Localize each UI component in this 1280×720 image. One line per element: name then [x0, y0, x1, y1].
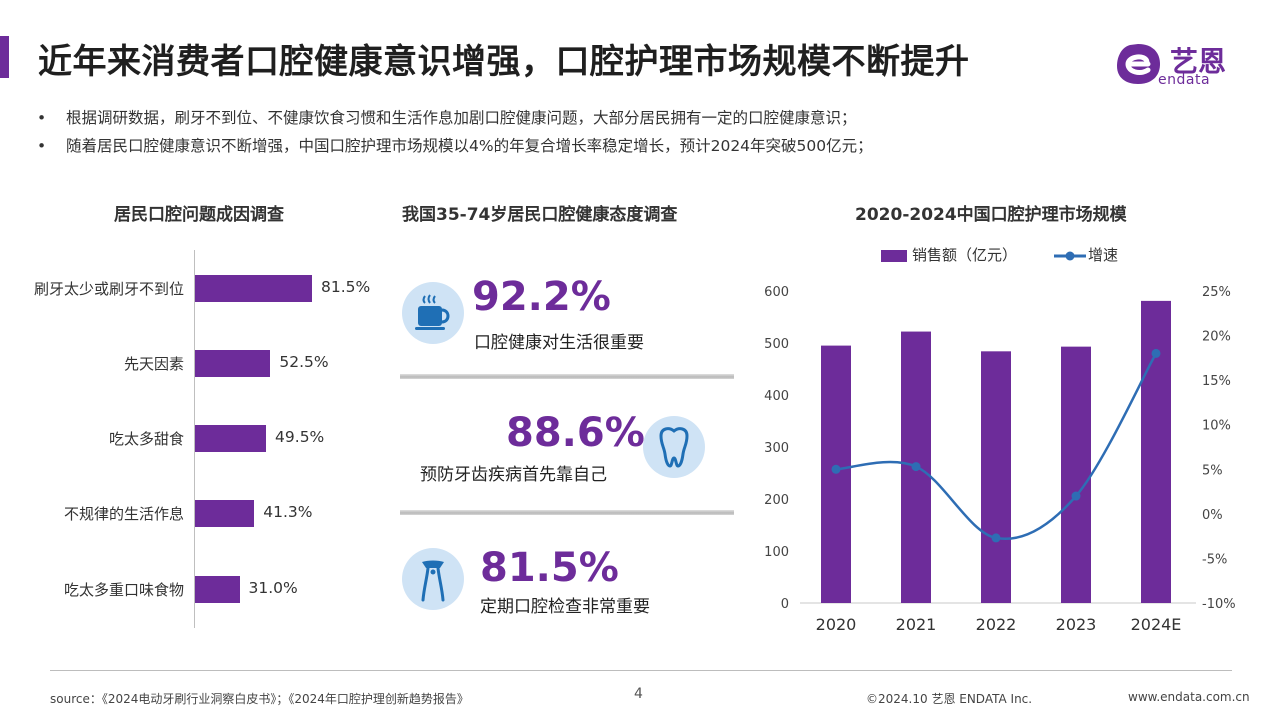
- stat-label: 预防牙齿疾病首先靠自己: [420, 465, 607, 485]
- left-axis-tick-label: 200: [764, 493, 789, 508]
- sales-bar: [1061, 346, 1091, 603]
- growth-rate-line: [835, 352, 1158, 541]
- attitude-section-title: 我国35-74岁居民口腔健康态度调查: [402, 205, 678, 225]
- cause-bar: [195, 350, 271, 377]
- left-axis-tick-label: 100: [764, 545, 789, 560]
- bullet-item: 根据调研数据，刷牙不到位、不健康饮食习惯和生活作息加剧口腔健康问题，大部分居民拥…: [34, 104, 873, 132]
- left-axis-tick-label: 0: [781, 597, 789, 612]
- right-axis-tick-label: 10%: [1202, 419, 1231, 434]
- right-axis-tick-label: 5%: [1202, 463, 1223, 478]
- footer-website: www.endata.com.cn: [1128, 690, 1250, 704]
- right-axis-tick-label: 15%: [1202, 374, 1231, 389]
- year-tick-label: 2021: [896, 615, 937, 634]
- bullet-item: 随着居民口腔健康意识不断增强，中国口腔护理市场规模以4%的年复合增长率稳定增长，…: [34, 132, 873, 160]
- cause-value-label: 81.5%: [321, 278, 371, 296]
- right-axis-tick-label: 0%: [1202, 508, 1223, 523]
- logo-text-en: endata: [1158, 72, 1211, 88]
- year-tick-label: 2023: [1056, 615, 1097, 634]
- footer-source: source：《2024电动牙刷行业洞察白皮书》；《2024年口腔护理创新趋势报…: [50, 692, 469, 706]
- cup-icon: [402, 282, 464, 344]
- cause-value-label: 49.5%: [275, 428, 325, 446]
- sales-bar: [901, 331, 931, 603]
- market-section-title: 2020-2024中国口腔护理市场规模: [855, 205, 1127, 225]
- cause-value-label: 31.0%: [248, 579, 298, 597]
- stat-value: 88.6%: [506, 410, 645, 456]
- legend-swatch-growth: [1054, 251, 1086, 261]
- footer-divider: [50, 670, 1232, 671]
- stat-value: 81.5%: [480, 545, 619, 591]
- page-number: 4: [634, 686, 643, 702]
- cause-bar: [195, 500, 255, 527]
- right-axis-tick-label: -5%: [1202, 552, 1227, 567]
- stat-value: 92.2%: [472, 274, 611, 320]
- left-axis-tick-label: 400: [764, 389, 789, 404]
- right-axis-tick-label: 20%: [1202, 330, 1231, 345]
- legend-swatch-sales: [881, 250, 907, 262]
- year-tick-label: 2020: [816, 615, 857, 634]
- cause-category-label: 先天因素: [123, 355, 184, 373]
- cause-category-label: 刷牙太少或刷牙不到位: [33, 280, 184, 298]
- cause-bar: [195, 425, 267, 452]
- stat-divider: [400, 374, 734, 379]
- growth-rate-point: [1071, 491, 1081, 501]
- causes-section-title: 居民口腔问题成因调查: [114, 205, 284, 225]
- legend-label-sales: 销售额（亿元）: [912, 246, 1018, 264]
- sales-bar: [1141, 300, 1171, 603]
- right-axis-tick-label: -10%: [1202, 597, 1236, 612]
- stat-label: 口腔健康对生活很重要: [474, 333, 644, 353]
- causes-chart-axis: [194, 250, 195, 628]
- cause-value-label: 52.5%: [279, 353, 329, 371]
- left-axis-tick-label: 300: [764, 441, 789, 456]
- summary-bullets: 根据调研数据，刷牙不到位、不健康饮食习惯和生活作息加剧口腔健康问题，大部分居民拥…: [34, 104, 873, 160]
- sales-bar: [821, 345, 851, 603]
- endata-logo: 艺恩 endata: [1112, 38, 1242, 90]
- left-axis-tick-label: 600: [764, 285, 789, 300]
- growth-rate-point: [1151, 348, 1161, 358]
- endata-logo-mark: [1117, 44, 1160, 84]
- cause-bar: [195, 576, 240, 603]
- title-accent-bar: [0, 36, 9, 78]
- footer-copyright: ©2024.10 艺恩 ENDATA Inc.: [866, 692, 1033, 706]
- cause-value-label: 41.3%: [263, 503, 313, 521]
- left-axis-tick-label: 500: [764, 337, 789, 352]
- growth-rate-point: [991, 533, 1001, 543]
- growth-rate-point: [911, 462, 921, 472]
- cause-category-label: 不规律的生活作息: [63, 505, 184, 523]
- cause-bar: [195, 275, 312, 302]
- growth-rate-point: [831, 464, 841, 474]
- dental-forceps-icon: [402, 548, 464, 610]
- legend-label-growth: 增速: [1088, 246, 1119, 264]
- page-title: 近年来消费者口腔健康意识增强，口腔护理市场规模不断提升: [38, 42, 970, 82]
- stat-divider: [400, 510, 734, 515]
- logo-text-cn: 艺恩: [1170, 45, 1227, 78]
- sales-bar: [981, 351, 1011, 603]
- cause-category-label: 吃太多重口味食物: [63, 581, 184, 599]
- year-tick-label: 2024E: [1131, 615, 1182, 634]
- stat-label: 定期口腔检查非常重要: [480, 597, 650, 617]
- right-axis-tick-label: 25%: [1202, 285, 1231, 300]
- tooth-icon: [643, 416, 705, 478]
- cause-category-label: 吃太多甜食: [108, 430, 184, 448]
- year-tick-label: 2022: [976, 615, 1017, 634]
